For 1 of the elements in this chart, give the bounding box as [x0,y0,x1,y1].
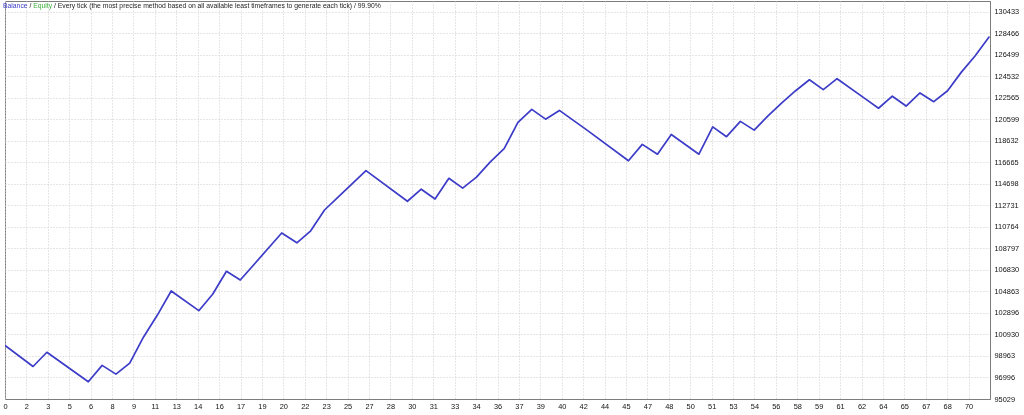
line-series [5,36,990,383]
